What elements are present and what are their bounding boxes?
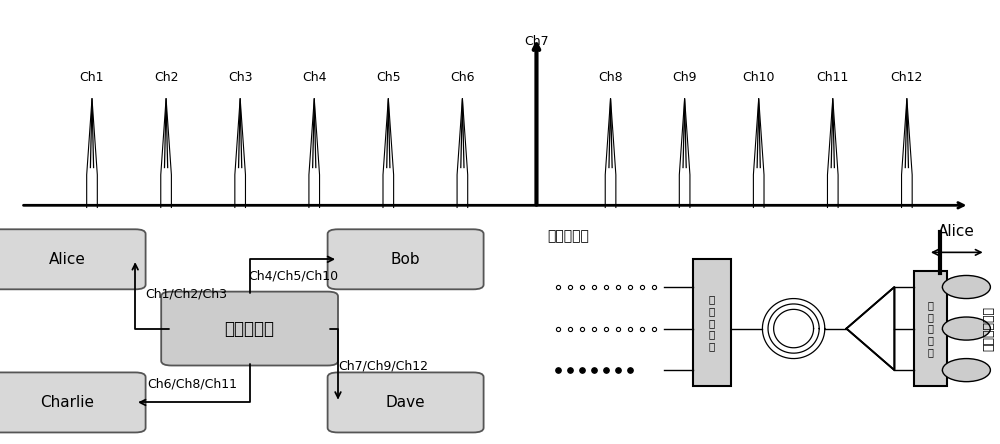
FancyBboxPatch shape bbox=[0, 373, 146, 432]
Text: Ch3: Ch3 bbox=[228, 71, 252, 84]
Text: Ch10: Ch10 bbox=[742, 71, 775, 84]
Text: Ch11: Ch11 bbox=[817, 71, 849, 84]
Text: Alice: Alice bbox=[938, 224, 975, 239]
Text: Ch7: Ch7 bbox=[524, 35, 549, 48]
Text: Bob: Bob bbox=[391, 252, 420, 267]
Text: 单光子探测器: 单光子探测器 bbox=[982, 306, 995, 351]
Text: Ch6: Ch6 bbox=[450, 71, 475, 84]
Polygon shape bbox=[846, 287, 894, 370]
Text: 网络服务器: 网络服务器 bbox=[547, 229, 589, 243]
Text: Ch12: Ch12 bbox=[891, 71, 923, 84]
Text: Ch5: Ch5 bbox=[376, 71, 401, 84]
Bar bbox=[914, 271, 947, 386]
FancyBboxPatch shape bbox=[0, 229, 146, 289]
Text: Ch6/Ch8/Ch11: Ch6/Ch8/Ch11 bbox=[147, 377, 237, 390]
Bar bbox=[693, 259, 731, 386]
Text: Ch1/Ch2/Ch3: Ch1/Ch2/Ch3 bbox=[146, 287, 228, 301]
FancyBboxPatch shape bbox=[328, 373, 484, 432]
Text: 波
分
复
用
器: 波 分 复 用 器 bbox=[709, 294, 715, 351]
Text: 波
分
复
用
器: 波 分 复 用 器 bbox=[927, 300, 933, 357]
FancyBboxPatch shape bbox=[161, 292, 338, 365]
Text: Ch7/Ch9/Ch12: Ch7/Ch9/Ch12 bbox=[338, 359, 428, 372]
Text: 网络服务器: 网络服务器 bbox=[225, 320, 275, 337]
Text: Ch9: Ch9 bbox=[672, 71, 697, 84]
Circle shape bbox=[942, 275, 990, 298]
FancyBboxPatch shape bbox=[328, 229, 484, 289]
Circle shape bbox=[942, 317, 990, 340]
Text: Alice: Alice bbox=[49, 252, 86, 267]
Text: Ch4: Ch4 bbox=[302, 71, 326, 84]
Text: Ch1: Ch1 bbox=[80, 71, 104, 84]
Text: Ch4/Ch5/Ch10: Ch4/Ch5/Ch10 bbox=[249, 270, 339, 282]
Text: Charlie: Charlie bbox=[41, 395, 95, 410]
Circle shape bbox=[942, 359, 990, 382]
Text: Ch2: Ch2 bbox=[154, 71, 178, 84]
Text: Ch8: Ch8 bbox=[598, 71, 623, 84]
Text: Dave: Dave bbox=[386, 395, 425, 410]
